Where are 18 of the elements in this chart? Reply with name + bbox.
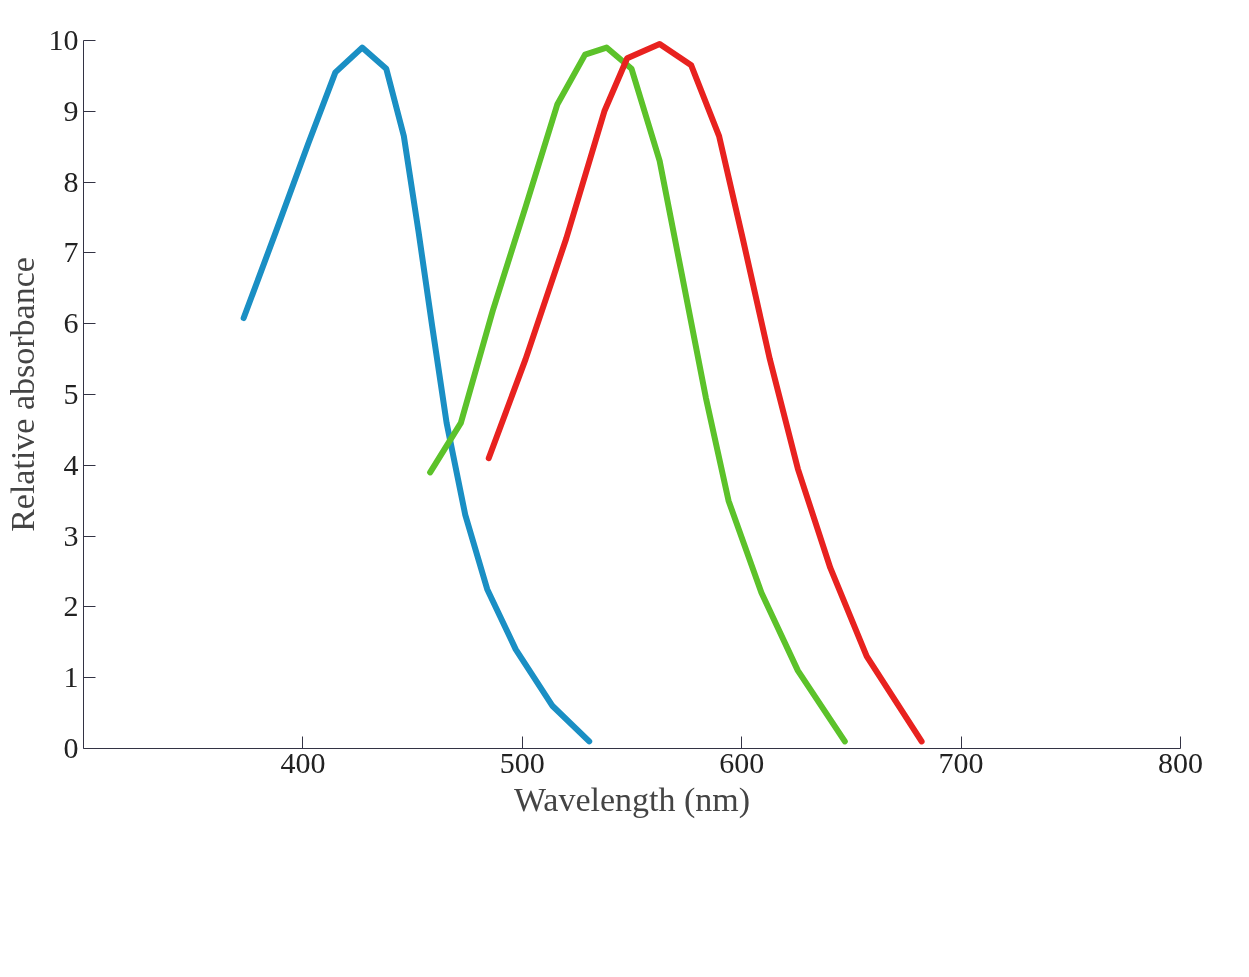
- y-tick-label: 5: [63, 377, 79, 410]
- y-tick-label: 9: [63, 93, 79, 127]
- y-tick-label: 7: [63, 235, 79, 269]
- y-tick-label: 6: [63, 306, 79, 340]
- y-tick-label: 8: [63, 164, 79, 198]
- x-axis-title: Wavelength (nm): [513, 780, 751, 819]
- x-tick-label: 600: [719, 745, 765, 779]
- x-tick-label: 400: [280, 745, 326, 779]
- y-tick-label: 10: [48, 23, 79, 56]
- y-tick-label: 0: [63, 731, 79, 764]
- x-tick-label: 800: [1158, 745, 1203, 779]
- y-tick-label: 3: [63, 518, 79, 552]
- y-tick-label: 4: [63, 447, 79, 481]
- y-tick-label: 2: [63, 589, 79, 623]
- x-tick-label: 700: [938, 745, 984, 779]
- y-axis-title: Relative absorbance: [3, 257, 41, 532]
- x-tick-label: 500: [499, 745, 545, 779]
- y-tick-label: 1: [63, 660, 79, 694]
